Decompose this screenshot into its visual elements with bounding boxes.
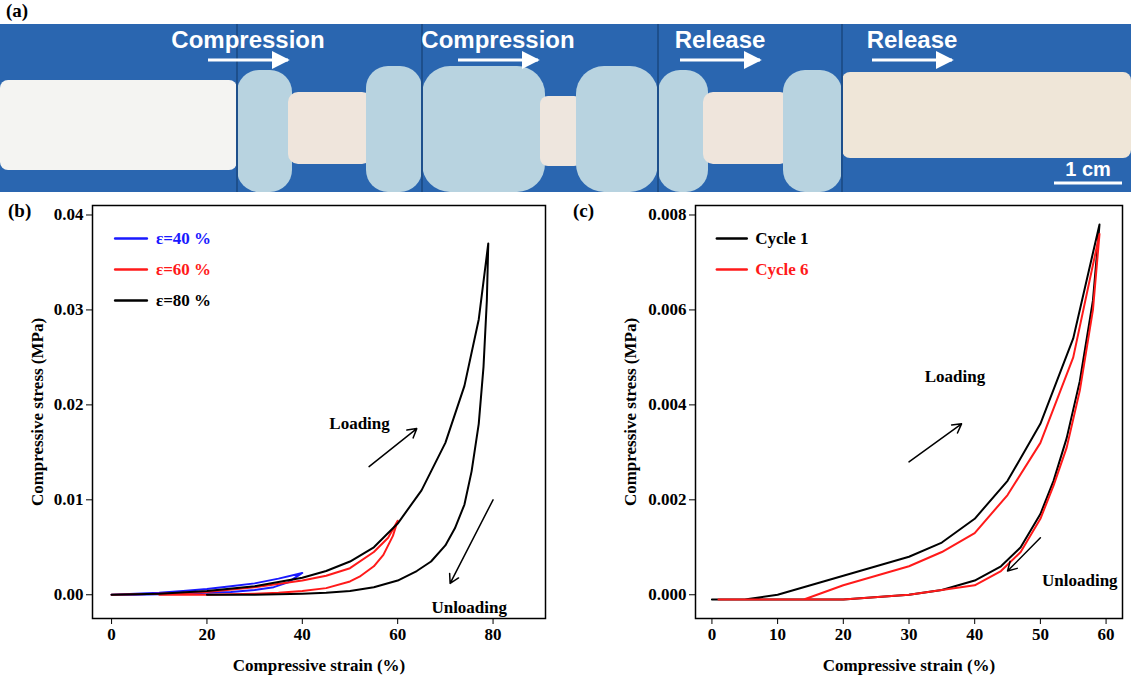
html-text:(b): (b)	[8, 200, 32, 221]
svg-text:80: 80	[485, 625, 502, 644]
svg-text:0.000: 0.000	[648, 585, 686, 604]
svg-text:0.008: 0.008	[648, 205, 686, 224]
svg-text:40: 40	[966, 625, 983, 644]
svg-text:Compressive strain (%): Compressive strain (%)	[823, 656, 996, 675]
svg-text:Compressive stress (MPa): Compressive stress (MPa)	[621, 318, 640, 506]
svg-text:0.004: 0.004	[648, 395, 687, 414]
svg-text:10: 10	[769, 625, 786, 644]
svg-text:Compression: Compression	[171, 26, 324, 53]
svg-text:Loading: Loading	[329, 414, 390, 433]
svg-text:Compressive strain (%): Compressive strain (%)	[233, 656, 406, 675]
svg-text:60: 60	[1098, 625, 1115, 644]
svg-text:30: 30	[901, 625, 918, 644]
svg-text:0: 0	[708, 625, 717, 644]
svg-text:Loading: Loading	[925, 367, 986, 386]
html-text:(c): (c)	[573, 200, 595, 221]
svg-text:ε=80 %: ε=80 %	[156, 291, 211, 310]
svg-text:Compression: Compression	[421, 26, 574, 53]
svg-text:0.002: 0.002	[648, 490, 686, 509]
svg-text:Release: Release	[675, 26, 766, 53]
svg-text:Unloading: Unloading	[1042, 571, 1118, 590]
svg-text:Cycle 6: Cycle 6	[755, 260, 808, 279]
svg-text:0.04: 0.04	[54, 205, 84, 224]
svg-text:(a): (a)	[6, 0, 28, 22]
svg-text:ε=40 %: ε=40 %	[156, 229, 211, 248]
svg-text:50: 50	[1032, 625, 1049, 644]
svg-text:Compressive stress (MPa): Compressive stress (MPa)	[28, 318, 47, 506]
svg-text:ε=60 %: ε=60 %	[156, 260, 211, 279]
svg-text:0: 0	[107, 625, 116, 644]
svg-text:Release: Release	[867, 26, 958, 53]
svg-text:0.03: 0.03	[54, 300, 84, 319]
svg-text:Cycle 1: Cycle 1	[755, 229, 808, 248]
svg-text:0.00: 0.00	[54, 585, 84, 604]
svg-text:60: 60	[389, 625, 406, 644]
svg-text:0.01: 0.01	[54, 490, 84, 509]
svg-text:Unloading: Unloading	[431, 598, 507, 617]
svg-text:20: 20	[835, 625, 852, 644]
svg-text:0.006: 0.006	[648, 300, 686, 319]
svg-text:40: 40	[294, 625, 311, 644]
svg-text:20: 20	[198, 625, 215, 644]
svg-text:1 cm: 1 cm	[1065, 158, 1111, 180]
svg-text:0.02: 0.02	[54, 395, 84, 414]
